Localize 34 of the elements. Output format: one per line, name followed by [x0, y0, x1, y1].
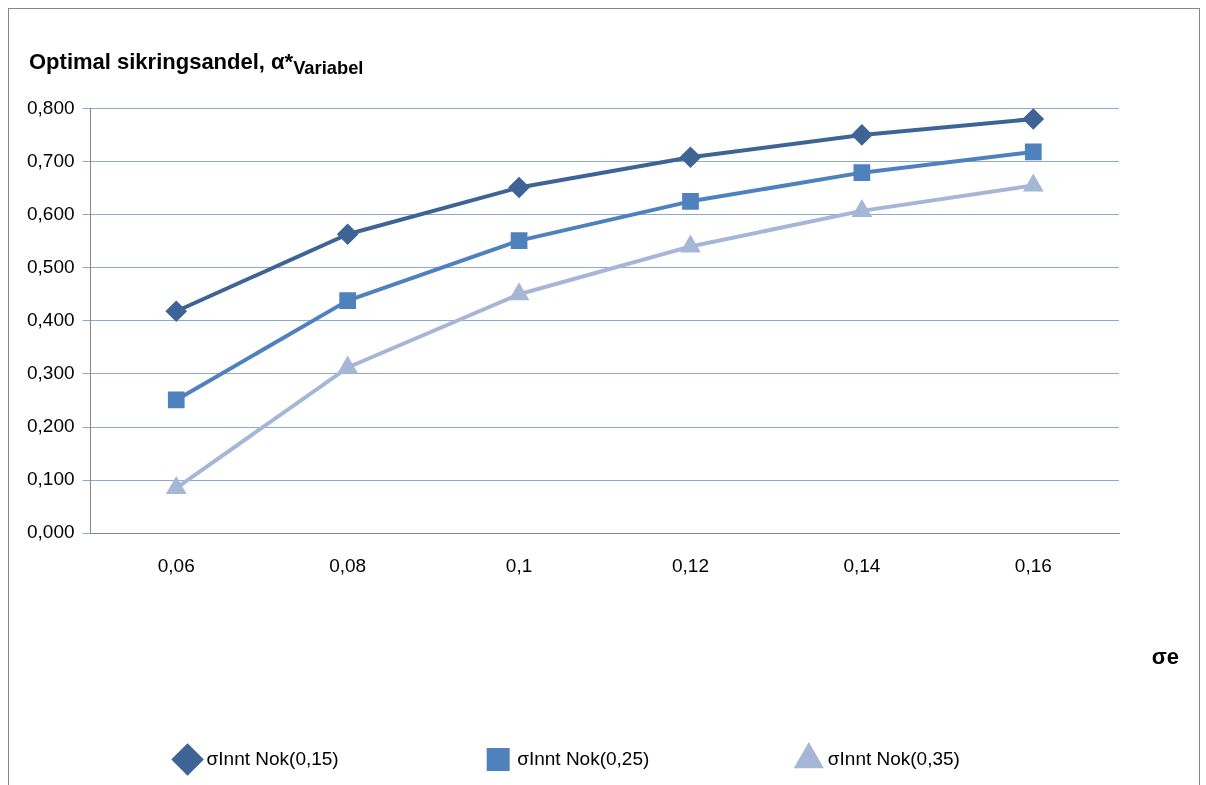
- y-tick-label: 0,800: [27, 97, 75, 119]
- point: [1023, 109, 1044, 130]
- y-tick-label: 0,400: [27, 309, 75, 331]
- y-tick-label: 0,000: [27, 521, 75, 543]
- point: [851, 125, 872, 146]
- point: [166, 301, 187, 322]
- point: [1024, 143, 1042, 161]
- point: [167, 391, 185, 409]
- point: [509, 177, 530, 198]
- y-tick-label: 0,300: [27, 362, 75, 384]
- point: [337, 224, 358, 245]
- y-tick-label: 0,500: [27, 256, 75, 278]
- legend-label: σInnt Nok(0,25): [517, 748, 650, 770]
- chart-title: Optimal sikringsandel, α*$_{Variabel}$: [28, 48, 365, 81]
- x-tick-label: 0,12: [671, 555, 709, 577]
- x-tick-label: 0,06: [157, 555, 195, 577]
- x-axis-title: σe: [1151, 644, 1179, 670]
- x-tick-label: 0,14: [843, 555, 881, 577]
- y-tick-label: 0,200: [27, 415, 75, 437]
- x-tick-label: 0,08: [329, 555, 367, 577]
- point: [852, 201, 871, 218]
- point: [682, 193, 699, 211]
- legend-label: σInnt Nok(0,15): [206, 748, 339, 770]
- y-tick-label: 0,700: [27, 150, 75, 172]
- point: [167, 478, 186, 495]
- x-tick-label: 0,16: [1014, 555, 1052, 577]
- point: [853, 164, 871, 182]
- y-tick-label: 0,100: [27, 468, 75, 490]
- point: [510, 232, 528, 250]
- y-tick-label: 0,600: [27, 203, 75, 225]
- point: [680, 147, 701, 168]
- x-tick-label: 0,1: [505, 555, 533, 577]
- legend-label: σInnt Nok(0,35): [827, 748, 960, 770]
- point: [339, 292, 357, 310]
